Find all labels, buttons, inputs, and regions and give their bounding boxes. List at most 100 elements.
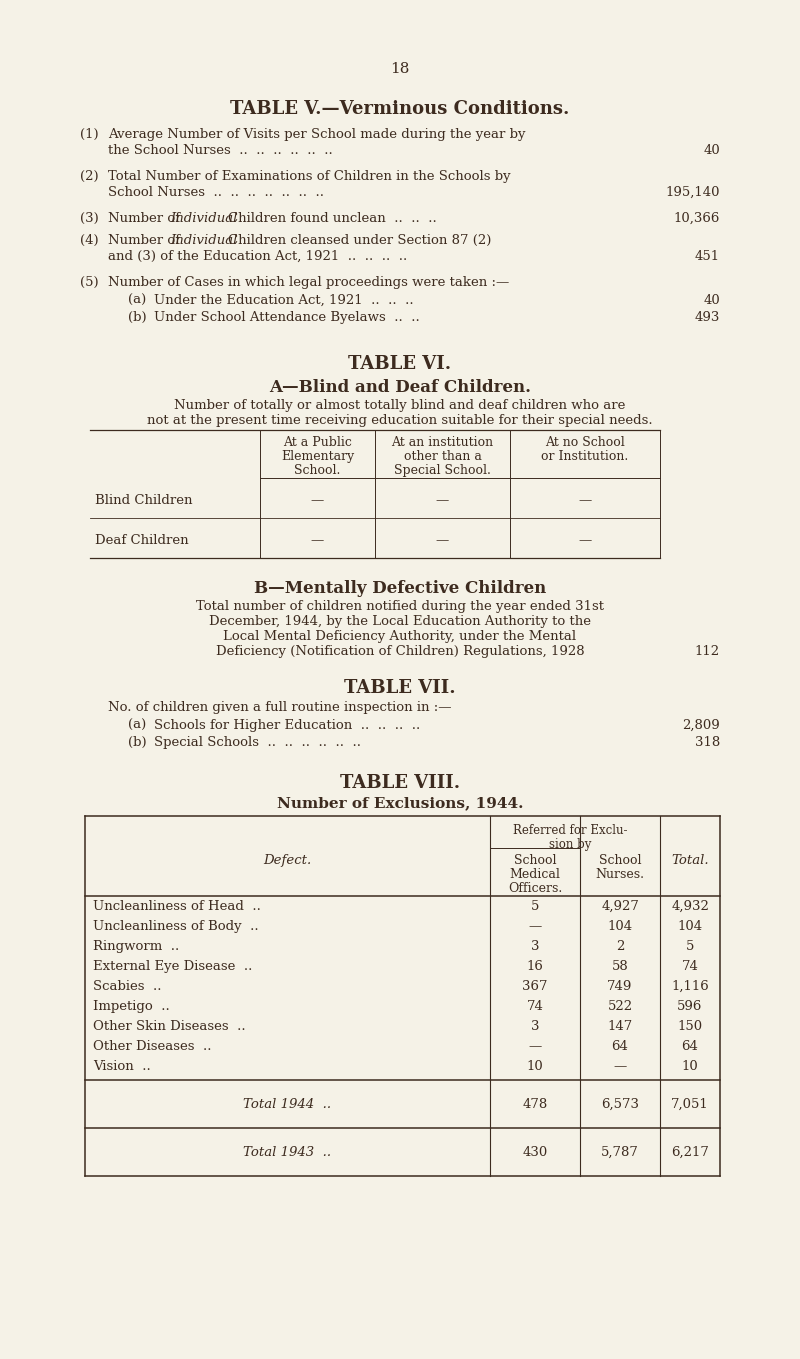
Text: Schools for Higher Education  ..  ..  ..  ..: Schools for Higher Education .. .. .. .. <box>154 719 420 733</box>
Text: Uncleanliness of Head  ..: Uncleanliness of Head .. <box>93 900 261 913</box>
Text: 7,051: 7,051 <box>671 1098 709 1112</box>
Text: School: School <box>598 853 642 867</box>
Text: TABLE VIII.: TABLE VIII. <box>340 775 460 792</box>
Text: Number of Exclusions, 1944.: Number of Exclusions, 1944. <box>277 796 523 810</box>
Text: Children found unclean  ..  ..  ..: Children found unclean .. .. .. <box>228 212 437 226</box>
Text: TABLE VII.: TABLE VII. <box>344 680 456 697</box>
Text: (5): (5) <box>80 276 98 289</box>
Text: 10: 10 <box>526 1060 543 1074</box>
Text: 6,217: 6,217 <box>671 1146 709 1159</box>
Text: Deaf Children: Deaf Children <box>95 534 189 548</box>
Text: Total 1944  ..: Total 1944 .. <box>243 1098 331 1112</box>
Text: sion by: sion by <box>549 839 591 851</box>
Text: (a): (a) <box>128 719 146 733</box>
Text: 1,116: 1,116 <box>671 980 709 993</box>
Text: Total Number of Examinations of Children in the Schools by: Total Number of Examinations of Children… <box>108 170 510 183</box>
Text: 10: 10 <box>682 1060 698 1074</box>
Text: the School Nurses  ..  ..  ..  ..  ..  ..: the School Nurses .. .. .. .. .. .. <box>108 144 333 158</box>
Text: December, 1944, by the Local Education Authority to the: December, 1944, by the Local Education A… <box>209 616 591 628</box>
Text: Total.: Total. <box>671 853 709 867</box>
Text: 5,787: 5,787 <box>601 1146 639 1159</box>
Text: 6,573: 6,573 <box>601 1098 639 1112</box>
Text: 2,809: 2,809 <box>682 719 720 733</box>
Text: 318: 318 <box>694 737 720 749</box>
Text: Number of: Number of <box>108 234 184 247</box>
Text: —: — <box>528 1040 542 1053</box>
Text: 367: 367 <box>522 980 548 993</box>
Text: 4,932: 4,932 <box>671 900 709 913</box>
Text: Nurses.: Nurses. <box>595 868 645 881</box>
Text: Uncleanliness of Body  ..: Uncleanliness of Body .. <box>93 920 258 934</box>
Text: 749: 749 <box>607 980 633 993</box>
Text: Impetigo  ..: Impetigo .. <box>93 1000 170 1012</box>
Text: Total 1943  ..: Total 1943 .. <box>243 1146 331 1159</box>
Text: (1): (1) <box>80 128 98 141</box>
Text: 40: 40 <box>703 294 720 307</box>
Text: Officers.: Officers. <box>508 882 562 896</box>
Text: —: — <box>311 534 324 548</box>
Text: School: School <box>514 853 556 867</box>
Text: School Nurses  ..  ..  ..  ..  ..  ..  ..: School Nurses .. .. .. .. .. .. .. <box>108 186 324 198</box>
Text: 5: 5 <box>531 900 539 913</box>
Text: External Eye Disease  ..: External Eye Disease .. <box>93 959 252 973</box>
Text: or Institution.: or Institution. <box>542 450 629 463</box>
Text: At no School: At no School <box>545 436 625 448</box>
Text: 18: 18 <box>390 63 410 76</box>
Text: 147: 147 <box>607 1021 633 1033</box>
Text: School.: School. <box>294 463 341 477</box>
Text: Special School.: Special School. <box>394 463 491 477</box>
Text: Under School Attendance Byelaws  ..  ..: Under School Attendance Byelaws .. .. <box>154 311 420 323</box>
Text: —: — <box>311 495 324 507</box>
Text: and (3) of the Education Act, 1921  ..  ..  ..  ..: and (3) of the Education Act, 1921 .. ..… <box>108 250 407 264</box>
Text: 74: 74 <box>526 1000 543 1012</box>
Text: 478: 478 <box>522 1098 548 1112</box>
Text: Total number of children notified during the year ended 31st: Total number of children notified during… <box>196 601 604 613</box>
Text: other than a: other than a <box>403 450 482 463</box>
Text: (2): (2) <box>80 170 98 183</box>
Text: No. of children given a full routine inspection in :—: No. of children given a full routine ins… <box>108 701 451 713</box>
Text: 74: 74 <box>682 959 698 973</box>
Text: 3: 3 <box>530 940 539 953</box>
Text: (3): (3) <box>80 212 98 226</box>
Text: Elementary: Elementary <box>281 450 354 463</box>
Text: 195,140: 195,140 <box>666 186 720 198</box>
Text: (b): (b) <box>128 311 146 323</box>
Text: 2: 2 <box>616 940 624 953</box>
Text: 430: 430 <box>522 1146 548 1159</box>
Text: At an institution: At an institution <box>391 436 494 448</box>
Text: —: — <box>578 495 592 507</box>
Text: B—Mentally Defective Children: B—Mentally Defective Children <box>254 580 546 597</box>
Text: —: — <box>614 1060 626 1074</box>
Text: TABLE VI.: TABLE VI. <box>349 355 451 372</box>
Text: 150: 150 <box>678 1021 702 1033</box>
Text: Average Number of Visits per School made during the year by: Average Number of Visits per School made… <box>108 128 526 141</box>
Text: Children cleansed under Section 87 (2): Children cleansed under Section 87 (2) <box>228 234 491 247</box>
Text: —: — <box>578 534 592 548</box>
Text: 3: 3 <box>530 1021 539 1033</box>
Text: Deficiency (Notification of Children) Regulations, 1928: Deficiency (Notification of Children) Re… <box>216 646 584 658</box>
Text: 10,366: 10,366 <box>674 212 720 226</box>
Text: 104: 104 <box>607 920 633 934</box>
Text: 4,927: 4,927 <box>601 900 639 913</box>
Text: 451: 451 <box>695 250 720 264</box>
Text: 64: 64 <box>682 1040 698 1053</box>
Text: 596: 596 <box>678 1000 702 1012</box>
Text: A—Blind and Deaf Children.: A—Blind and Deaf Children. <box>269 379 531 395</box>
Text: Medical: Medical <box>510 868 561 881</box>
Text: Number of Cases in which legal proceedings were taken :—: Number of Cases in which legal proceedin… <box>108 276 510 289</box>
Text: (a): (a) <box>128 294 146 307</box>
Text: Number of: Number of <box>108 212 184 226</box>
Text: 64: 64 <box>611 1040 629 1053</box>
Text: 58: 58 <box>612 959 628 973</box>
Text: —: — <box>436 495 449 507</box>
Text: Number of totally or almost totally blind and deaf children who are: Number of totally or almost totally blin… <box>174 400 626 412</box>
Text: Under the Education Act, 1921  ..  ..  ..: Under the Education Act, 1921 .. .. .. <box>154 294 414 307</box>
Text: 493: 493 <box>694 311 720 323</box>
Text: Individual: Individual <box>170 234 238 247</box>
Text: Referred for Exclu-: Referred for Exclu- <box>513 824 627 837</box>
Text: —: — <box>528 920 542 934</box>
Text: Ringworm  ..: Ringworm .. <box>93 940 179 953</box>
Text: 522: 522 <box>607 1000 633 1012</box>
Text: (b): (b) <box>128 737 146 749</box>
Text: 40: 40 <box>703 144 720 158</box>
